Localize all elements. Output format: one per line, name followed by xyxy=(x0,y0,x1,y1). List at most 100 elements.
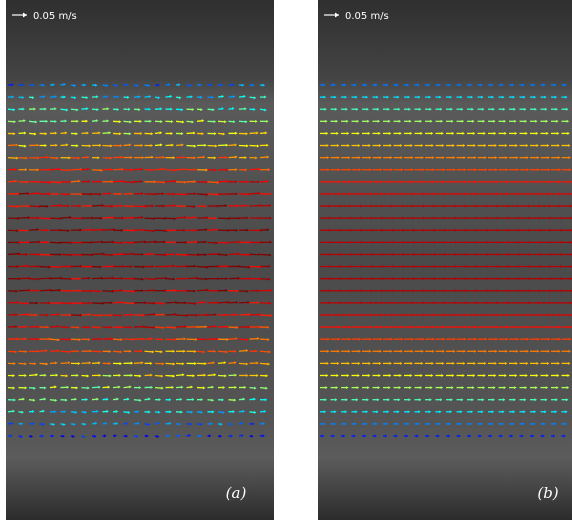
vector-head xyxy=(121,325,124,329)
velocity-vector xyxy=(133,216,143,219)
velocity-vector xyxy=(91,169,102,171)
vector-head xyxy=(205,228,208,232)
vector-head xyxy=(110,167,113,171)
vector-head xyxy=(490,422,494,426)
vector-head xyxy=(33,107,37,111)
vector-head xyxy=(34,120,38,124)
vector-head xyxy=(246,373,249,377)
vector-head xyxy=(264,95,267,99)
vector-head xyxy=(86,131,89,135)
vector-head xyxy=(234,361,237,365)
vector-head xyxy=(526,349,529,353)
vector-head xyxy=(472,119,475,123)
vector-head xyxy=(127,95,130,99)
vector-head xyxy=(337,349,340,353)
vector-head xyxy=(73,84,77,88)
vector-head xyxy=(325,373,329,377)
vector-head xyxy=(465,289,468,293)
velocity-vector xyxy=(49,181,61,184)
velocity-vector xyxy=(18,265,28,268)
vector-head xyxy=(483,144,487,148)
vector-head xyxy=(484,337,488,341)
vector-head xyxy=(505,168,509,172)
vector-head xyxy=(20,422,24,426)
velocity-vector xyxy=(60,144,68,147)
velocity-vector xyxy=(49,204,61,207)
vector-head xyxy=(99,143,102,147)
vector-head xyxy=(195,240,198,244)
vector-head xyxy=(367,373,371,377)
vector-head xyxy=(454,192,457,196)
vector-head xyxy=(375,83,378,87)
vector-head xyxy=(109,156,113,160)
vector-head xyxy=(180,410,183,414)
vector-head xyxy=(451,131,455,135)
vector-head xyxy=(108,361,112,365)
vector-head xyxy=(357,131,360,135)
vector-head xyxy=(370,313,373,317)
vector-head xyxy=(183,204,186,208)
vector-head xyxy=(536,144,539,148)
vector-head xyxy=(465,301,468,305)
vector-head xyxy=(454,216,458,220)
vector-head xyxy=(98,385,101,389)
vector-head xyxy=(235,337,238,341)
vector-head xyxy=(333,422,336,426)
vector-head xyxy=(162,302,165,306)
vector-head xyxy=(549,228,552,232)
vector-head xyxy=(402,277,405,281)
vector-head xyxy=(538,192,541,196)
vector-head xyxy=(94,421,98,425)
vector-head xyxy=(535,131,539,135)
vector-head xyxy=(120,144,123,148)
vector-head xyxy=(321,434,325,438)
vector-head xyxy=(507,228,510,232)
vector-head xyxy=(507,301,510,305)
vector-head xyxy=(200,410,204,414)
vector-head xyxy=(504,373,507,377)
velocity-vector xyxy=(249,204,261,207)
vector-head xyxy=(397,107,401,111)
vector-head xyxy=(54,385,57,389)
velocity-vector xyxy=(259,204,271,207)
vector-head xyxy=(554,410,558,414)
vector-head xyxy=(151,155,154,159)
vector-head xyxy=(391,277,395,281)
vector-head xyxy=(43,397,47,401)
vector-head xyxy=(459,83,462,87)
vector-head xyxy=(465,252,468,256)
velocity-vector xyxy=(39,265,50,268)
vector-head xyxy=(174,312,178,316)
vector-head xyxy=(215,241,219,245)
vector-head xyxy=(37,216,40,220)
vector-head xyxy=(199,434,202,438)
velocity-vector xyxy=(49,325,59,328)
vector-head xyxy=(512,410,516,414)
vector-head xyxy=(441,131,444,135)
vector-head xyxy=(535,386,538,390)
vector-head xyxy=(368,144,371,148)
vector-head xyxy=(178,422,182,426)
vector-head xyxy=(101,276,104,280)
vector-head xyxy=(141,289,145,293)
vector-head xyxy=(169,410,172,414)
vector-head xyxy=(224,204,228,208)
vector-head xyxy=(544,95,547,99)
vector-head xyxy=(59,253,62,257)
vector-head xyxy=(36,228,40,232)
vector-head xyxy=(493,131,497,135)
vector-head xyxy=(391,301,395,305)
scale-arrow-head xyxy=(335,12,339,18)
vector-head xyxy=(507,277,510,281)
vector-head xyxy=(517,240,521,244)
vector-head xyxy=(269,240,273,244)
vector-head xyxy=(544,410,547,414)
vector-head xyxy=(526,156,529,160)
vector-head xyxy=(258,325,262,329)
vector-head xyxy=(495,337,498,341)
vector-head xyxy=(391,204,394,208)
vector-head xyxy=(178,83,181,87)
vector-head xyxy=(325,131,329,135)
vector-head xyxy=(27,240,30,244)
vector-head xyxy=(460,107,464,111)
